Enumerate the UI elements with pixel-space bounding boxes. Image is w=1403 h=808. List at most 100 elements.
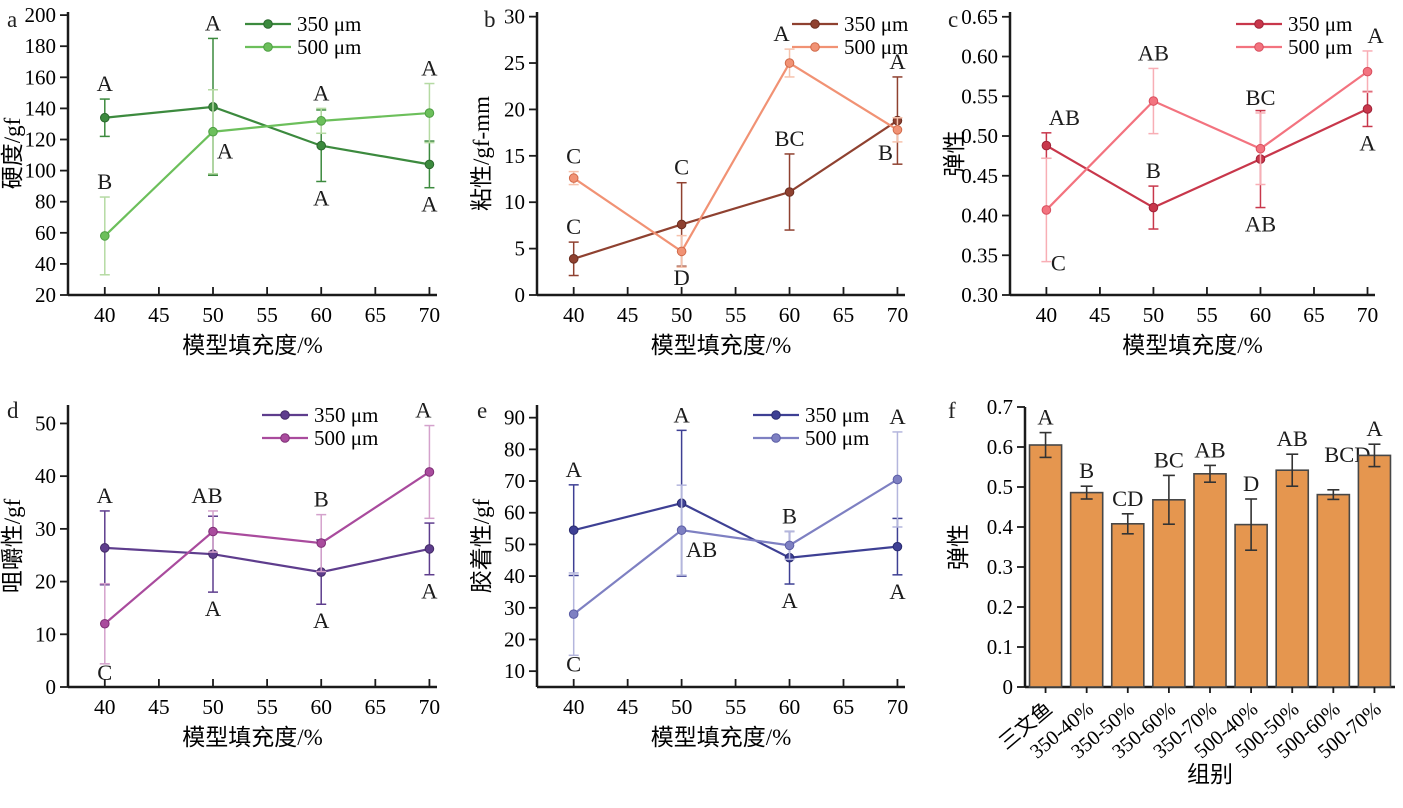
significance-letter: A	[421, 192, 438, 217]
y-tick-label: 80	[35, 190, 56, 214]
data-marker	[568, 609, 579, 619]
y-tick-label: 20	[504, 97, 525, 121]
significance-letter: D	[673, 265, 689, 290]
x-tick-label: 40	[94, 303, 116, 327]
significance-letter: B	[1079, 458, 1094, 483]
y-tick-label: 20	[35, 283, 56, 307]
data-marker	[784, 540, 795, 551]
significance-letter: B	[1146, 158, 1161, 183]
panel-e-chart: 10 20 30 40 50 60 70 80 90 胶着性/gf e 40 45 50 55 60 65 70 模…	[469, 398, 909, 750]
data-marker	[568, 525, 579, 535]
data-marker	[676, 525, 687, 535]
legend-label: 500 μm	[314, 426, 378, 450]
bar	[1234, 523, 1268, 688]
panel-f-springiness-bars: 0 0.1 0.2 0.3 0.4 0.5 0.6 0.7 弹性 f A 三文鱼 B 350-40% CD 3…	[940, 385, 1403, 808]
legend-marker	[771, 410, 781, 420]
x-tick-label: 55	[725, 695, 747, 719]
y-axis-label: 咀嚼性/gf	[0, 498, 25, 593]
significance-letter: C	[1051, 251, 1066, 276]
data-line	[573, 502, 898, 559]
x-tick-label: 60	[310, 695, 332, 719]
panel-letter: d	[7, 398, 19, 423]
significance-letter: BC	[775, 126, 805, 151]
y-tick-label: 10	[504, 659, 525, 683]
y-tick-label: 80	[504, 437, 525, 461]
panel-a-chart: 20 40 60 80 100 120 140 160 180 200 硬度/gf a 40 45 50 55…	[0, 3, 440, 358]
legend-label: 350 μm	[805, 403, 869, 427]
data-marker	[424, 544, 435, 554]
significance-letter: AB	[1049, 105, 1080, 130]
x-tick-label: 65	[833, 695, 855, 719]
y-tick-label: 30	[504, 596, 525, 620]
significance-letter: A	[313, 80, 330, 105]
legend-label: 500 μm	[844, 35, 908, 59]
data-marker	[1148, 96, 1159, 106]
significance-letter: A	[889, 49, 906, 74]
data-marker	[892, 541, 903, 552]
x-tick-label: 50	[1143, 303, 1165, 327]
y-tick-label: 20	[35, 570, 56, 594]
y-tick-label: 0.45	[961, 164, 998, 188]
x-tick-label: 40	[563, 303, 585, 327]
x-tick-label: 50	[202, 303, 224, 327]
significance-letter: A	[673, 402, 690, 427]
x-tick-label: 45	[148, 695, 170, 719]
data-marker	[316, 140, 327, 151]
data-line	[104, 546, 430, 574]
data-marker	[316, 116, 327, 126]
significance-letter: B	[314, 487, 329, 512]
bar	[1028, 444, 1063, 688]
x-axis-label: 模型填充度/%	[182, 333, 323, 358]
x-tick-label: 70	[419, 695, 441, 719]
significance-letter: A	[313, 608, 330, 633]
legend-marker	[771, 433, 781, 443]
data-marker	[1041, 140, 1052, 151]
y-tick-label: 10	[504, 190, 525, 214]
x-tick-label: 60	[310, 303, 332, 327]
y-tick-label: 0.40	[961, 204, 998, 228]
legend-label: 350 μm	[314, 403, 378, 427]
y-tick-label: 50	[35, 411, 56, 435]
legend-marker	[263, 42, 273, 52]
legend-marker	[810, 19, 820, 29]
x-axis-label: 模型填充度/%	[651, 333, 792, 358]
y-tick-label: 0.5	[987, 475, 1013, 499]
y-tick-label: 50	[504, 532, 525, 556]
data-marker	[1148, 202, 1159, 213]
significance-letter: A	[97, 71, 114, 96]
y-tick-label: 0.60	[961, 45, 998, 69]
significance-letter: A	[313, 185, 330, 210]
y-tick-label: 70	[504, 469, 525, 493]
data-marker	[424, 108, 435, 118]
significance-letter: A	[1359, 130, 1376, 155]
y-tick-label: 0.4	[987, 515, 1014, 539]
legend-marker	[280, 433, 290, 443]
bar	[1357, 454, 1392, 688]
y-tick-label: 0.3	[987, 555, 1013, 579]
data-marker	[99, 112, 110, 123]
significance-letter: C	[566, 214, 581, 239]
x-axis-label: 模型填充度/%	[651, 725, 792, 750]
data-marker	[99, 543, 110, 553]
significance-letter: A	[773, 21, 790, 46]
x-tick-label: 55	[1196, 303, 1218, 327]
y-tick-label: 0.50	[961, 124, 998, 148]
data-line	[573, 119, 899, 260]
data-marker	[568, 254, 579, 264]
data-marker	[892, 125, 903, 135]
significance-letter: B	[878, 140, 893, 165]
x-tick-label: 70	[887, 695, 909, 719]
y-tick-label: 60	[504, 501, 525, 525]
y-tick-label: 0	[1003, 675, 1014, 699]
significance-letter: A	[889, 579, 906, 604]
y-axis-label: 硬度/gf	[0, 117, 25, 189]
legend-marker	[810, 42, 820, 52]
bar	[1316, 493, 1351, 688]
significance-letter: C	[97, 660, 112, 685]
y-tick-label: 0.7	[987, 395, 1013, 419]
y-tick-label: 15	[504, 144, 525, 168]
y-tick-label: 20	[504, 627, 525, 651]
data-marker	[1041, 205, 1052, 215]
significance-letter: A	[1037, 405, 1054, 430]
